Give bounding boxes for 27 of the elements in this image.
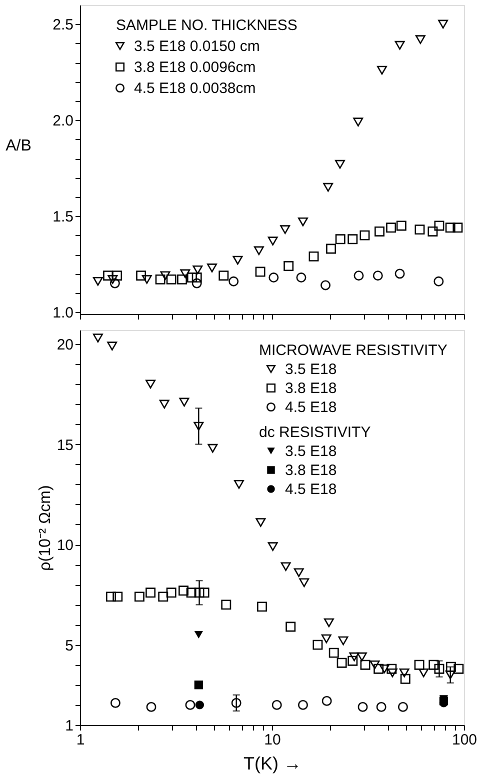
- y-tick-label: 5: [65, 637, 74, 654]
- annotation: dc RESISTIVITY: [259, 424, 371, 441]
- y-tick-label: 1: [65, 718, 74, 734]
- x-axis-title: T(K) →: [244, 754, 302, 774]
- y-axis-title: A/B: [6, 138, 32, 154]
- y-tick-label: 2.5: [52, 16, 74, 34]
- x-tick-label: 1: [76, 732, 85, 748]
- y-tick-label: 1.0: [52, 304, 74, 322]
- y-tick-label: 20: [56, 336, 74, 354]
- y-tick-label: 15: [56, 436, 74, 454]
- y-axis-title: ρ(10⁻² Ωcm): [36, 485, 54, 571]
- legend-label: 3.8 E18: [285, 380, 337, 397]
- legend-label: 4.5 E18: [285, 481, 337, 498]
- legend-label: 3.5 E18: [285, 443, 337, 460]
- legend-title: SAMPLE NO. THICKNESS: [116, 17, 298, 34]
- legend-title: MICROWAVE RESISTIVITY: [259, 342, 448, 359]
- x-tick-label: 10: [264, 732, 281, 748]
- legend-label: 3.8 E18 0.0096cm: [134, 59, 256, 76]
- legend-label: 4.5 E18 0.0038cm: [134, 80, 256, 97]
- x-tick-label: 100: [452, 732, 478, 748]
- y-tick-label: 1.5: [52, 208, 74, 226]
- legend-label: 3.5 E18: [285, 361, 337, 378]
- y-tick-label: 2.0: [52, 112, 74, 130]
- legend-label: 4.5 E18: [285, 399, 337, 416]
- legend-label: 3.5 E18 0.0150 cm: [134, 38, 260, 55]
- legend-label: 3.8 E18: [285, 462, 337, 479]
- y-tick-label: 10: [56, 537, 74, 554]
